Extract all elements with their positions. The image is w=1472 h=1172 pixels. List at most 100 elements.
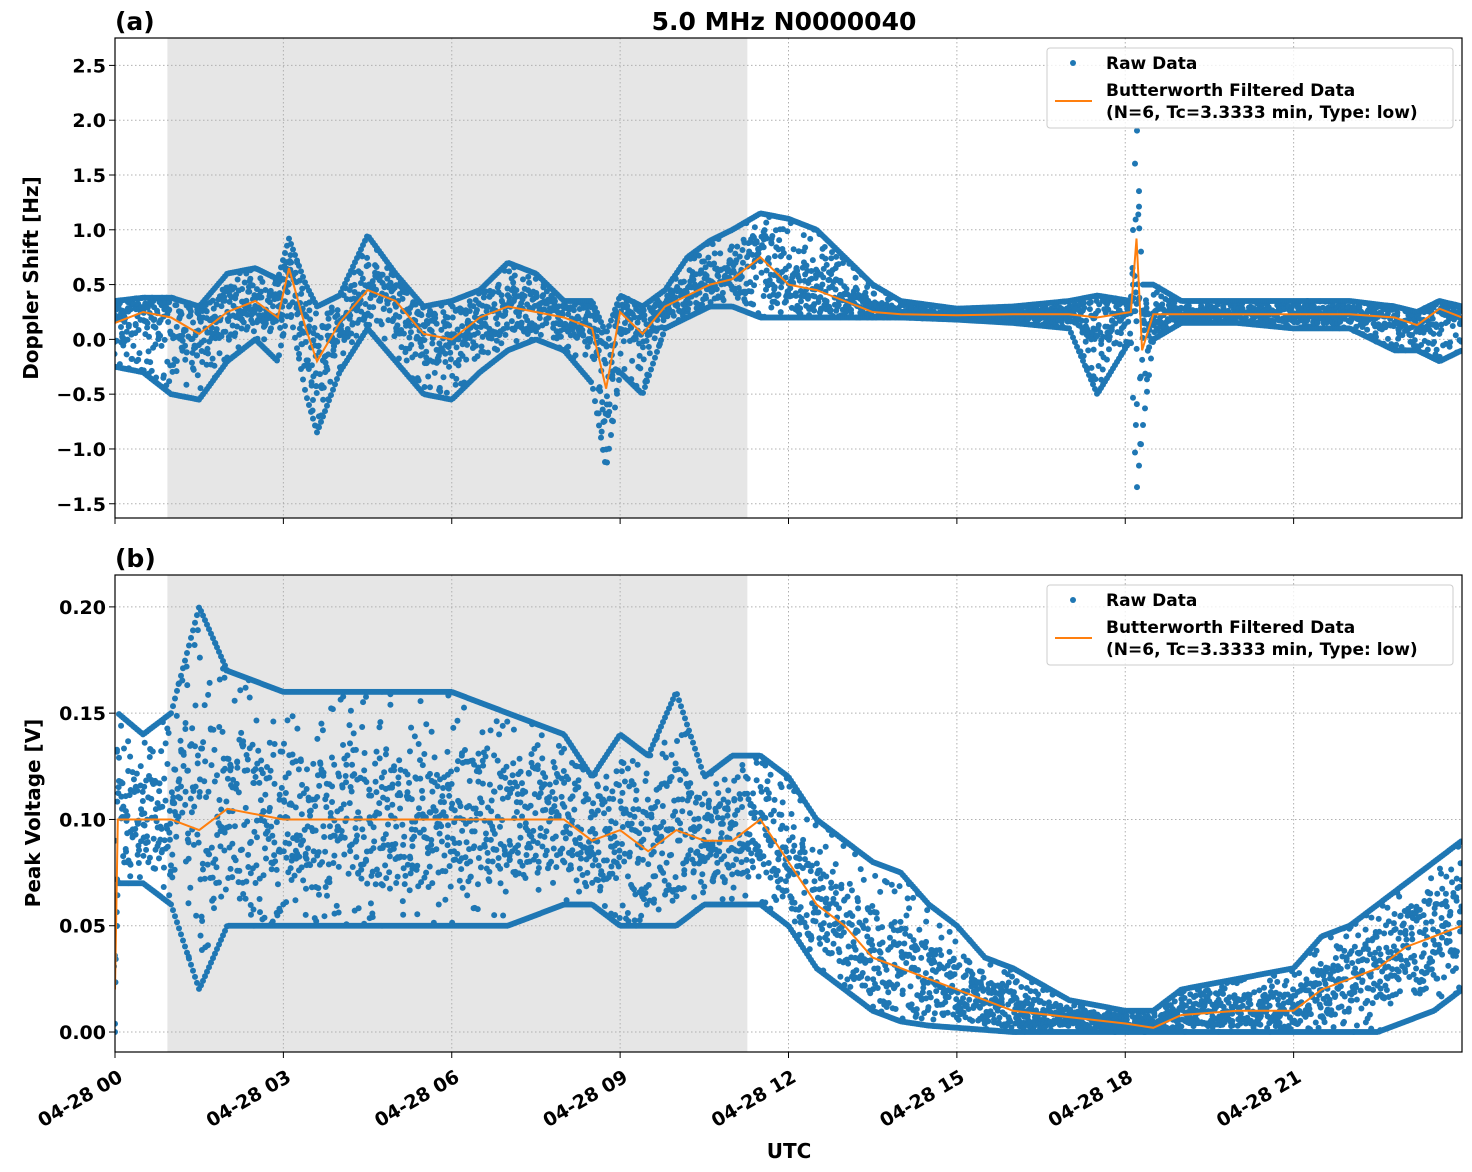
raw-data-point [798, 298, 805, 305]
raw-data-point [843, 286, 850, 293]
raw-data-point [334, 312, 341, 319]
raw-data-point [498, 340, 505, 347]
raw-data-point [288, 259, 295, 266]
raw-data-point [209, 355, 216, 362]
raw-data-point [853, 286, 860, 293]
raw-data-point [173, 323, 180, 330]
raw-data-point [164, 843, 171, 850]
y-tick-label: 1.0 [72, 220, 106, 242]
raw-data-point [491, 301, 498, 308]
raw-data-point [442, 359, 449, 366]
raw-data-point [862, 289, 869, 296]
raw-data-point [536, 315, 543, 322]
raw-data-point [584, 343, 591, 350]
raw-data-point [133, 770, 140, 777]
raw-data-point [1364, 326, 1371, 333]
raw-data-point [309, 407, 316, 414]
raw-data-point [308, 362, 315, 369]
raw-data-point [381, 335, 388, 342]
raw-data-point [459, 352, 466, 359]
raw-data-point [1090, 381, 1096, 388]
raw-data-point [161, 336, 168, 343]
raw-data-point [340, 350, 347, 357]
raw-data-point [379, 271, 386, 278]
raw-data-point [442, 350, 449, 357]
raw-data-point [1104, 323, 1111, 330]
raw-data-point [598, 428, 605, 435]
raw-data-point [357, 270, 364, 277]
raw-data-point [821, 243, 828, 250]
raw-data-point [719, 289, 726, 296]
raw-data-point [519, 276, 526, 283]
raw-data-point [146, 754, 153, 761]
raw-data-point [287, 252, 294, 259]
raw-data-point [328, 392, 334, 399]
raw-data-point [700, 258, 707, 265]
raw-data-point [158, 748, 165, 755]
raw-data-point [473, 306, 480, 313]
raw-data-point [328, 304, 335, 311]
raw-data-point [348, 339, 355, 346]
raw-data-point [820, 274, 827, 281]
raw-data-point [572, 323, 579, 330]
raw-data-point [629, 357, 636, 364]
raw-data-point [141, 822, 148, 829]
raw-data-point [633, 330, 640, 337]
raw-data-point [1171, 299, 1178, 306]
raw-data-point [150, 835, 157, 842]
raw-data-point [1458, 303, 1462, 310]
raw-data-point [1072, 339, 1078, 346]
raw-data-point [852, 274, 859, 281]
raw-data-point [1130, 227, 1136, 234]
raw-data-point [809, 257, 816, 264]
raw-data-point [399, 295, 406, 302]
raw-data-point [257, 306, 264, 313]
raw-data-point [631, 314, 638, 321]
raw-data-point [711, 250, 718, 257]
raw-data-point [192, 332, 199, 339]
raw-data-point [161, 837, 168, 844]
raw-data-point [827, 307, 834, 314]
raw-data-point [182, 342, 189, 349]
raw-data-point [1139, 356, 1146, 363]
raw-data-point [156, 788, 163, 795]
raw-data-point [481, 290, 488, 297]
raw-data-point [483, 303, 490, 310]
raw-data-point [786, 262, 793, 269]
raw-data-point [187, 308, 194, 315]
raw-data-point [274, 357, 280, 364]
raw-data-point [453, 375, 460, 382]
raw-data-point [455, 356, 462, 363]
raw-data-point [604, 459, 610, 466]
raw-data-point [365, 261, 372, 268]
raw-data-point [349, 321, 356, 328]
panel-a-doppler: −1.5−1.0−0.50.00.51.01.52.02.5 Raw DataBu… [56, 37, 1463, 524]
raw-data-point [199, 358, 206, 365]
raw-data-point [394, 322, 401, 329]
raw-data-point [230, 302, 237, 309]
raw-data-point [400, 330, 407, 337]
raw-data-point [1153, 289, 1160, 296]
raw-data-point [594, 309, 600, 316]
raw-data-point [606, 322, 612, 329]
raw-data-point [513, 337, 520, 344]
raw-data-point [760, 292, 767, 299]
raw-data-point [1142, 405, 1148, 412]
raw-data-point [436, 340, 443, 347]
raw-data-point [231, 332, 238, 339]
raw-data-point [1108, 326, 1115, 333]
raw-data-point [288, 241, 294, 248]
raw-data-point [739, 259, 746, 266]
raw-data-point [249, 282, 256, 289]
raw-data-point [148, 367, 155, 374]
raw-data-point [415, 377, 422, 384]
raw-data-point [190, 319, 197, 326]
raw-data-point [480, 294, 487, 301]
raw-data-point [300, 376, 306, 383]
raw-data-point [221, 293, 228, 300]
raw-data-point [384, 275, 391, 282]
raw-data-point [651, 303, 658, 310]
raw-data-point [1105, 336, 1112, 343]
raw-data-point [117, 324, 124, 331]
raw-data-point [753, 238, 760, 245]
